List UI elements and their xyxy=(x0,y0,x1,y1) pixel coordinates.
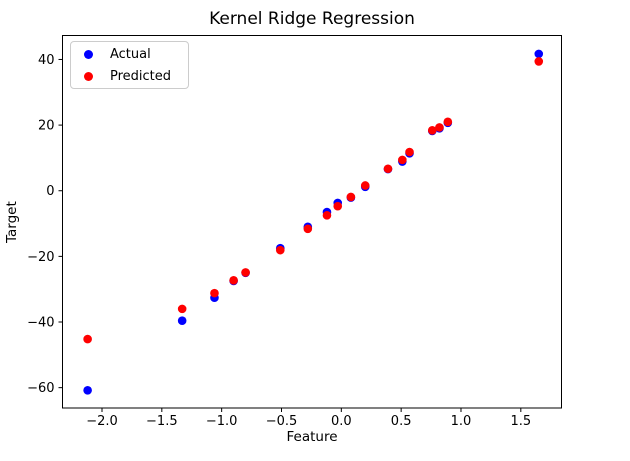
scatter-point-predicted xyxy=(405,147,414,157)
scatter-point-predicted xyxy=(303,224,313,234)
y-tick-label: 20 xyxy=(38,119,55,134)
scatter-point-predicted xyxy=(241,268,250,277)
scatter-point-actual xyxy=(534,49,544,59)
y-axis-label: Target xyxy=(4,201,20,243)
legend-entry-actual: Actual xyxy=(84,45,188,64)
scatter-point-predicted xyxy=(443,117,453,127)
predicted-marker-icon xyxy=(84,71,93,81)
legend-label-predicted: Predicted xyxy=(110,68,172,84)
scatter-point-actual xyxy=(83,385,92,395)
actual-marker-icon xyxy=(84,49,93,59)
x-axis-label: Feature xyxy=(286,429,338,445)
y-tick-label: −60 xyxy=(27,381,54,396)
x-tick-label: −1.5 xyxy=(146,414,178,429)
scatter-point-predicted xyxy=(322,211,332,220)
scatter-point-predicted xyxy=(275,245,285,255)
scatter-point-actual xyxy=(177,316,187,326)
scatter-point-predicted xyxy=(177,304,187,314)
scatter-point-predicted xyxy=(435,123,444,132)
scatter-point-predicted xyxy=(534,57,544,66)
chart-title: Kernel Ridge Regression xyxy=(209,9,415,29)
legend-entry-predicted: Predicted xyxy=(84,67,188,86)
x-tick-label: −0.5 xyxy=(266,414,298,429)
y-tick-label: −40 xyxy=(27,316,54,331)
axes-spines xyxy=(62,35,562,409)
x-tick-label: 1.0 xyxy=(451,414,472,429)
scatter-point-predicted xyxy=(346,192,356,202)
y-tick-label: 40 xyxy=(38,53,55,68)
scatter-point-predicted xyxy=(229,276,238,285)
scatter-point-predicted xyxy=(383,164,393,174)
y-tick-label: 0 xyxy=(46,184,54,199)
y-tick-label: −20 xyxy=(27,250,54,265)
legend-label-actual: Actual xyxy=(110,46,151,62)
x-tick-label: 0.0 xyxy=(331,414,352,429)
scatter-point-predicted xyxy=(333,201,343,211)
legend: Actual Predicted xyxy=(70,41,189,89)
scatter-point-predicted xyxy=(398,155,407,165)
x-tick-label: 0.5 xyxy=(391,414,412,429)
x-tick-label: −2.0 xyxy=(86,414,118,429)
scatter-point-predicted xyxy=(427,126,437,135)
scatter-point-predicted xyxy=(210,288,219,298)
x-tick-label: 1.5 xyxy=(510,414,531,429)
x-tick-label: −1.0 xyxy=(206,414,238,429)
scatter-point-predicted xyxy=(360,181,370,190)
scatter-point-predicted xyxy=(83,334,92,344)
